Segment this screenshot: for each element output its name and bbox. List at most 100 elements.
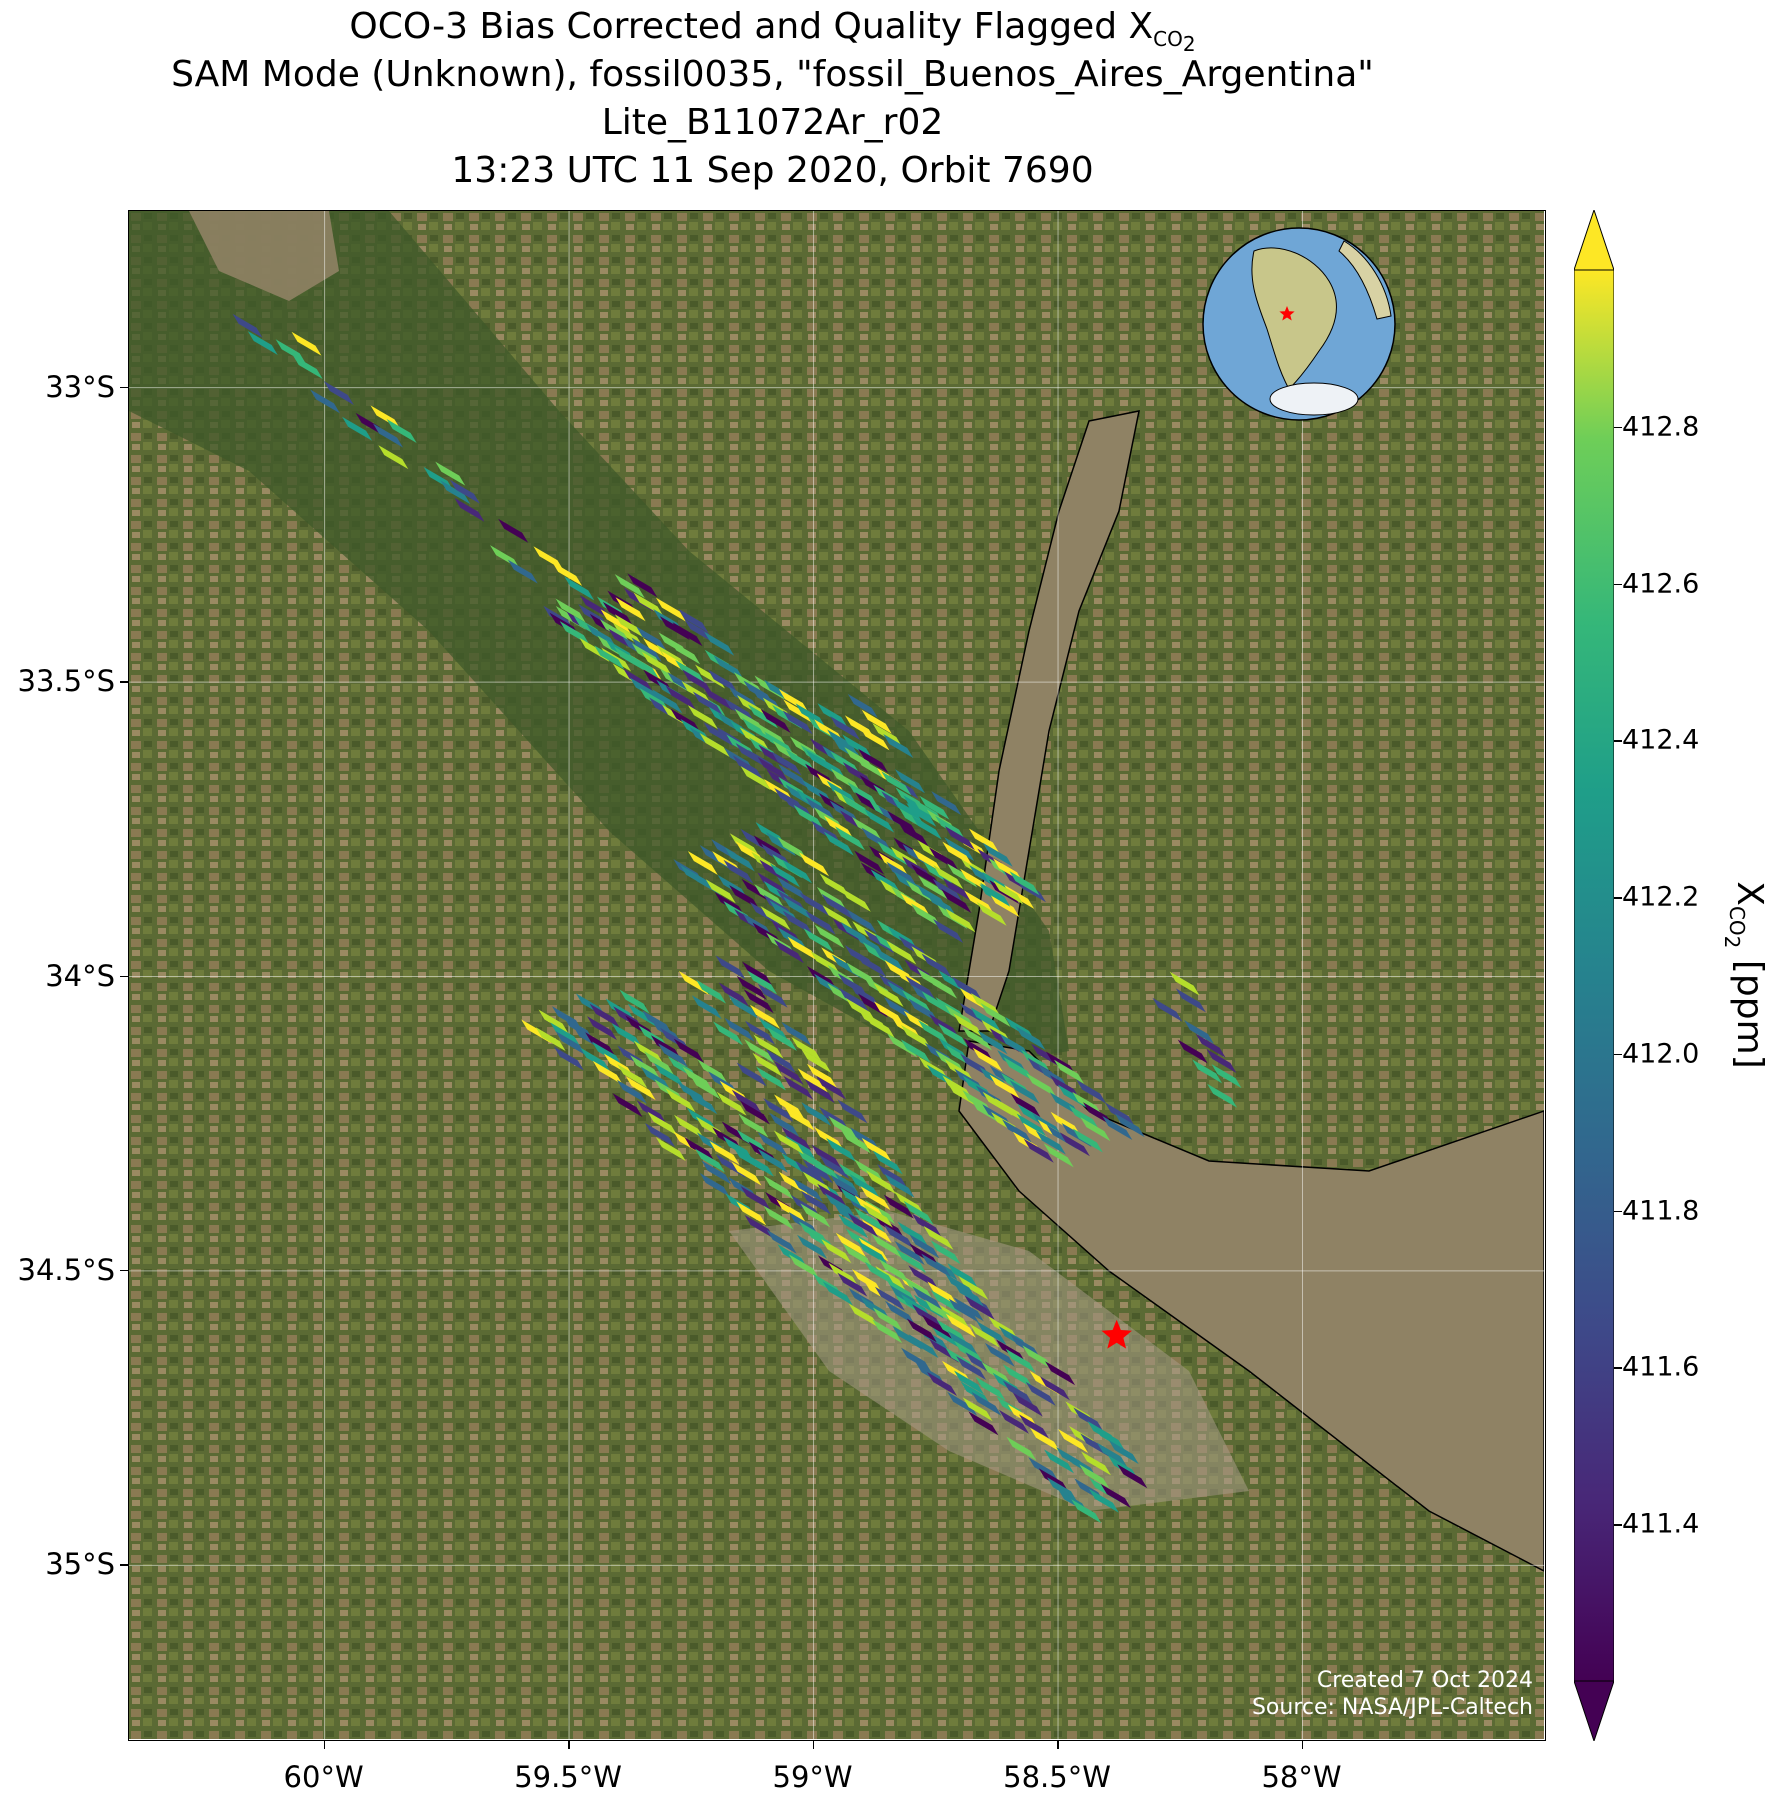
- sounding-cell: [941, 889, 972, 914]
- sounding-cell: [747, 704, 778, 729]
- sounding-cell: [827, 729, 858, 754]
- sounding-cell: [742, 718, 773, 743]
- sounding-cell: [623, 668, 654, 693]
- sounding-cell: [838, 1214, 869, 1239]
- sounding-cell: [1009, 1079, 1040, 1104]
- sounding-cell: [962, 1397, 993, 1422]
- colorbar-min-extend: [1574, 1680, 1614, 1741]
- sounding-cell: [647, 1111, 678, 1136]
- colorbar-label-subsub: 2: [1719, 935, 1744, 949]
- sounding-cell: [921, 953, 952, 978]
- sounding-cell: [627, 573, 658, 598]
- sounding-cell: [968, 1411, 999, 1436]
- sounding-cell: [860, 1186, 891, 1211]
- sounding-cell: [777, 836, 808, 861]
- sounding-cell: [323, 380, 354, 405]
- sounding-cell: [821, 1239, 852, 1264]
- colorbar-tick-label: 411.6: [1622, 1351, 1700, 1383]
- sounding-cell: [275, 339, 306, 364]
- sounding-cell: [591, 1041, 622, 1066]
- sounding-cell: [701, 1160, 732, 1185]
- colorbar-tick-label: 412.4: [1622, 724, 1700, 756]
- sounding-cell: [760, 709, 791, 734]
- sounding-cell: [838, 987, 869, 1012]
- sounding-cell: [835, 826, 866, 851]
- sounding-cell: [600, 609, 631, 634]
- sounding-cell: [846, 909, 877, 934]
- sounding-cell: [1108, 1440, 1139, 1465]
- title-sub: CO: [1153, 27, 1183, 52]
- sounding-cell: [918, 875, 949, 900]
- sounding-cell: [564, 576, 595, 601]
- sounding-cell: [816, 1075, 847, 1100]
- sounding-cell: [835, 1232, 866, 1257]
- sounding-cell: [906, 802, 937, 827]
- sounding-cell: [930, 1290, 961, 1315]
- sounding-cell: [641, 651, 672, 676]
- x-tick-mark: [323, 1741, 326, 1749]
- sounding-cell: [969, 1323, 1000, 1348]
- sounding-cell: [753, 1034, 784, 1059]
- colorbar-gradient: [1574, 269, 1614, 1682]
- sounding-cell: [631, 637, 662, 662]
- sounding-cell: [232, 313, 263, 338]
- sounding-cell: [953, 1013, 984, 1038]
- parana-river-water: [189, 211, 339, 301]
- title-line-2: SAM Mode (Unknown), fossil0035, "fossil_…: [171, 54, 1374, 95]
- sounding-cell: [553, 1046, 584, 1071]
- sounding-cell: [944, 826, 975, 851]
- sounding-cell: [801, 1102, 832, 1127]
- sounding-cell: [841, 793, 872, 818]
- sounding-cell: [828, 1115, 859, 1140]
- sounding-cell: [1094, 1426, 1125, 1451]
- sounding-cell: [1071, 1499, 1102, 1524]
- sounding-cell: [1102, 1116, 1133, 1141]
- sounding-cell: [903, 1200, 934, 1225]
- sounding-cell: [498, 518, 529, 543]
- sounding-cell: [665, 1088, 696, 1113]
- sounding-cell: [555, 1031, 586, 1056]
- sounding-cell: [690, 1075, 721, 1100]
- sounding-cell: [678, 608, 709, 633]
- sounding-cell: [699, 1172, 730, 1197]
- sounding-cell: [655, 1137, 686, 1162]
- sounding-cell: [921, 991, 952, 1016]
- colorbar: [1574, 210, 1614, 1741]
- sounding-cell: [736, 1201, 767, 1226]
- sounding-cell: [819, 873, 850, 898]
- globe-star-icon: [1279, 306, 1295, 321]
- sounding-cell: [1002, 1380, 1033, 1405]
- sounding-cell: [972, 1047, 1003, 1072]
- sounding-cell: [783, 896, 814, 921]
- sounding-cell: [984, 1342, 1015, 1367]
- sounding-cell: [643, 1051, 674, 1076]
- sounding-cell: [945, 908, 976, 933]
- sounding-cell: [788, 1254, 819, 1279]
- sounding-cell: [1006, 1436, 1037, 1461]
- sounding-cell: [741, 878, 772, 903]
- sounding-cell: [822, 1281, 853, 1306]
- sounding-cell: [740, 1186, 771, 1211]
- sounding-cell: [614, 614, 645, 639]
- y-tick-mark: [120, 1269, 128, 1272]
- sounding-cell: [928, 847, 959, 872]
- sounding-cell: [778, 763, 809, 788]
- sounding-cell: [954, 1370, 985, 1395]
- sounding-cell: [784, 1106, 815, 1131]
- sounding-cell: [958, 1275, 989, 1300]
- sounding-cell: [1073, 1407, 1104, 1432]
- sounding-cell: [912, 1304, 943, 1329]
- sounding-cell: [736, 975, 767, 1000]
- sounding-cell: [848, 1303, 879, 1328]
- sounding-cell: [602, 601, 633, 626]
- sounding-cell: [1015, 1025, 1046, 1050]
- sounding-cell: [1002, 1364, 1033, 1389]
- sounding-cell: [785, 784, 816, 809]
- uruguay-river: [958, 410, 1140, 1032]
- antarctica-icon: [1269, 382, 1359, 416]
- sounding-cell: [854, 1207, 885, 1232]
- sounding-cell: [938, 970, 969, 995]
- sounding-cell: [891, 797, 922, 822]
- sounding-cell: [877, 841, 908, 866]
- sounding-cell: [930, 1240, 961, 1265]
